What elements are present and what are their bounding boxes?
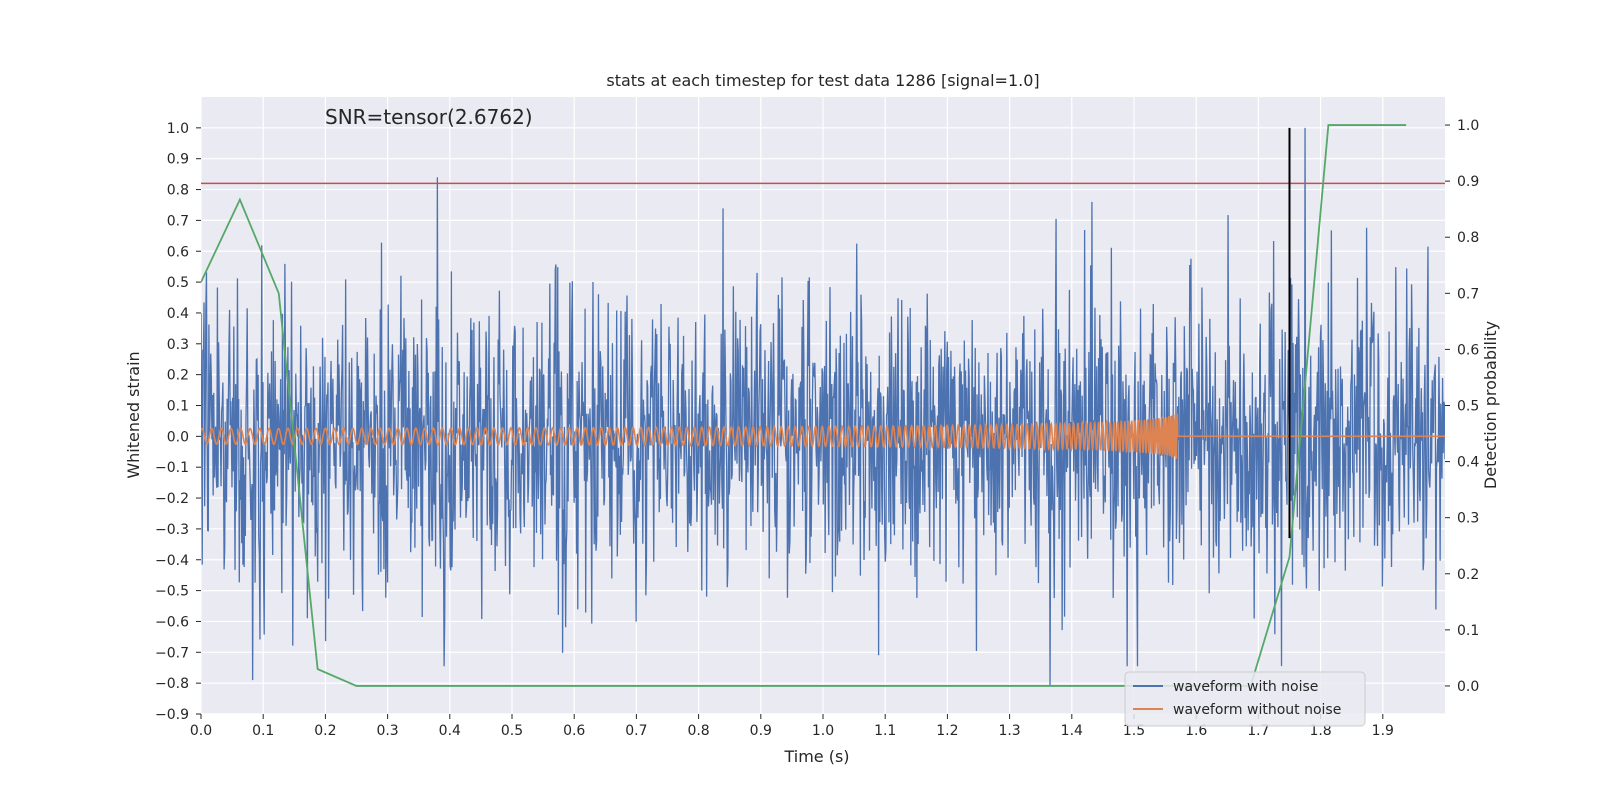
- x-tick-label: 0.0: [190, 723, 212, 739]
- legend: waveform with noise waveform without noi…: [1124, 671, 1366, 727]
- legend-box: [1124, 671, 1366, 727]
- x-tick-label: 0.2: [314, 723, 336, 739]
- y2-tick-label: 0.3: [1457, 511, 1479, 527]
- y-tick-label: 0.9: [167, 152, 189, 168]
- y2-tick-label: 0.1: [1457, 623, 1479, 639]
- y-tick-label: 0.7: [167, 213, 189, 229]
- series-waveform-without-noise: [201, 413, 1445, 459]
- y-tick-label: −0.5: [155, 584, 189, 600]
- series-waveform-with-noise: [201, 127, 1445, 687]
- x-tick-label: 0.8: [687, 723, 709, 739]
- x-tick-label: 0.3: [376, 723, 398, 739]
- x-tick-label: 1.3: [998, 723, 1020, 739]
- x-tick-label: 0.5: [501, 723, 523, 739]
- y2-tick-label: 1.0: [1457, 118, 1479, 134]
- axes: 0.0 0.1 0.2 0.3 0.4 0.5 0.6 0.7 0.8 0.9 1.0 1.1 1.2 1…: [155, 118, 1479, 739]
- x-tick-label: 0.9: [750, 723, 772, 739]
- y-tick-label: 0.2: [167, 368, 189, 384]
- y2-tick-label: 0.9: [1457, 174, 1479, 190]
- x-tick-label: 1.2: [936, 723, 958, 739]
- y2-tick-label: 0.5: [1457, 399, 1479, 415]
- y-tick-label: −0.9: [155, 707, 189, 723]
- x-tick-label: 0.7: [625, 723, 647, 739]
- legend-label-noise: waveform with noise: [1173, 679, 1318, 695]
- y-tick-label: 0.3: [167, 337, 189, 353]
- x-tick-label: 1.7: [1247, 723, 1269, 739]
- x-tick-label: 1.1: [874, 723, 896, 739]
- y-tick-label: 1.0: [167, 121, 189, 137]
- y2-tick-label: 0.4: [1457, 455, 1479, 471]
- y-axis-label: Whitened strain: [124, 351, 143, 478]
- y2-tick-label: 0.6: [1457, 342, 1479, 358]
- y-tick-label: −0.8: [155, 676, 189, 692]
- y-tick-label: 0.5: [167, 275, 189, 291]
- y2-tick-label: 0.8: [1457, 230, 1479, 246]
- y-tick-label: 0.8: [167, 183, 189, 199]
- x-tick-label: 1.8: [1309, 723, 1331, 739]
- y-tick-label: −0.6: [155, 614, 189, 630]
- y-tick-label: −0.4: [155, 553, 189, 569]
- x-axis-label: Time (s): [783, 747, 849, 766]
- y2-axis-label: Detection probability: [1481, 321, 1500, 489]
- y2-tick-label: 0.7: [1457, 286, 1479, 302]
- x-tick-label: 0.6: [563, 723, 585, 739]
- y-tick-label: 0.0: [167, 429, 189, 445]
- x-tick-label: 1.4: [1061, 723, 1083, 739]
- y-tick-label: 0.4: [167, 306, 189, 322]
- snr-annotation: SNR=tensor(2.6762): [325, 105, 533, 129]
- x-tick-label: 0.4: [439, 723, 461, 739]
- y-tick-label: 0.6: [167, 244, 189, 260]
- y-tick-label: −0.2: [155, 491, 189, 507]
- x-tick-label: 1.0: [812, 723, 834, 739]
- x-tick-label: 1.5: [1123, 723, 1145, 739]
- y-tick-label: −0.7: [155, 645, 189, 661]
- legend-label-signal: waveform without noise: [1173, 702, 1341, 718]
- y-tick-label: 0.1: [167, 399, 189, 415]
- y-tick-label: −0.3: [155, 522, 189, 538]
- y-tick-label: −0.1: [155, 460, 189, 476]
- x-tick-label: 0.1: [252, 723, 274, 739]
- x-tick-label: 1.6: [1185, 723, 1207, 739]
- x-tick-label: 1.9: [1372, 723, 1394, 739]
- y2-tick-label: 0.2: [1457, 567, 1479, 583]
- y2-tick-label: 0.0: [1457, 679, 1479, 695]
- chart-title: stats at each timestep for test data 128…: [606, 71, 1039, 90]
